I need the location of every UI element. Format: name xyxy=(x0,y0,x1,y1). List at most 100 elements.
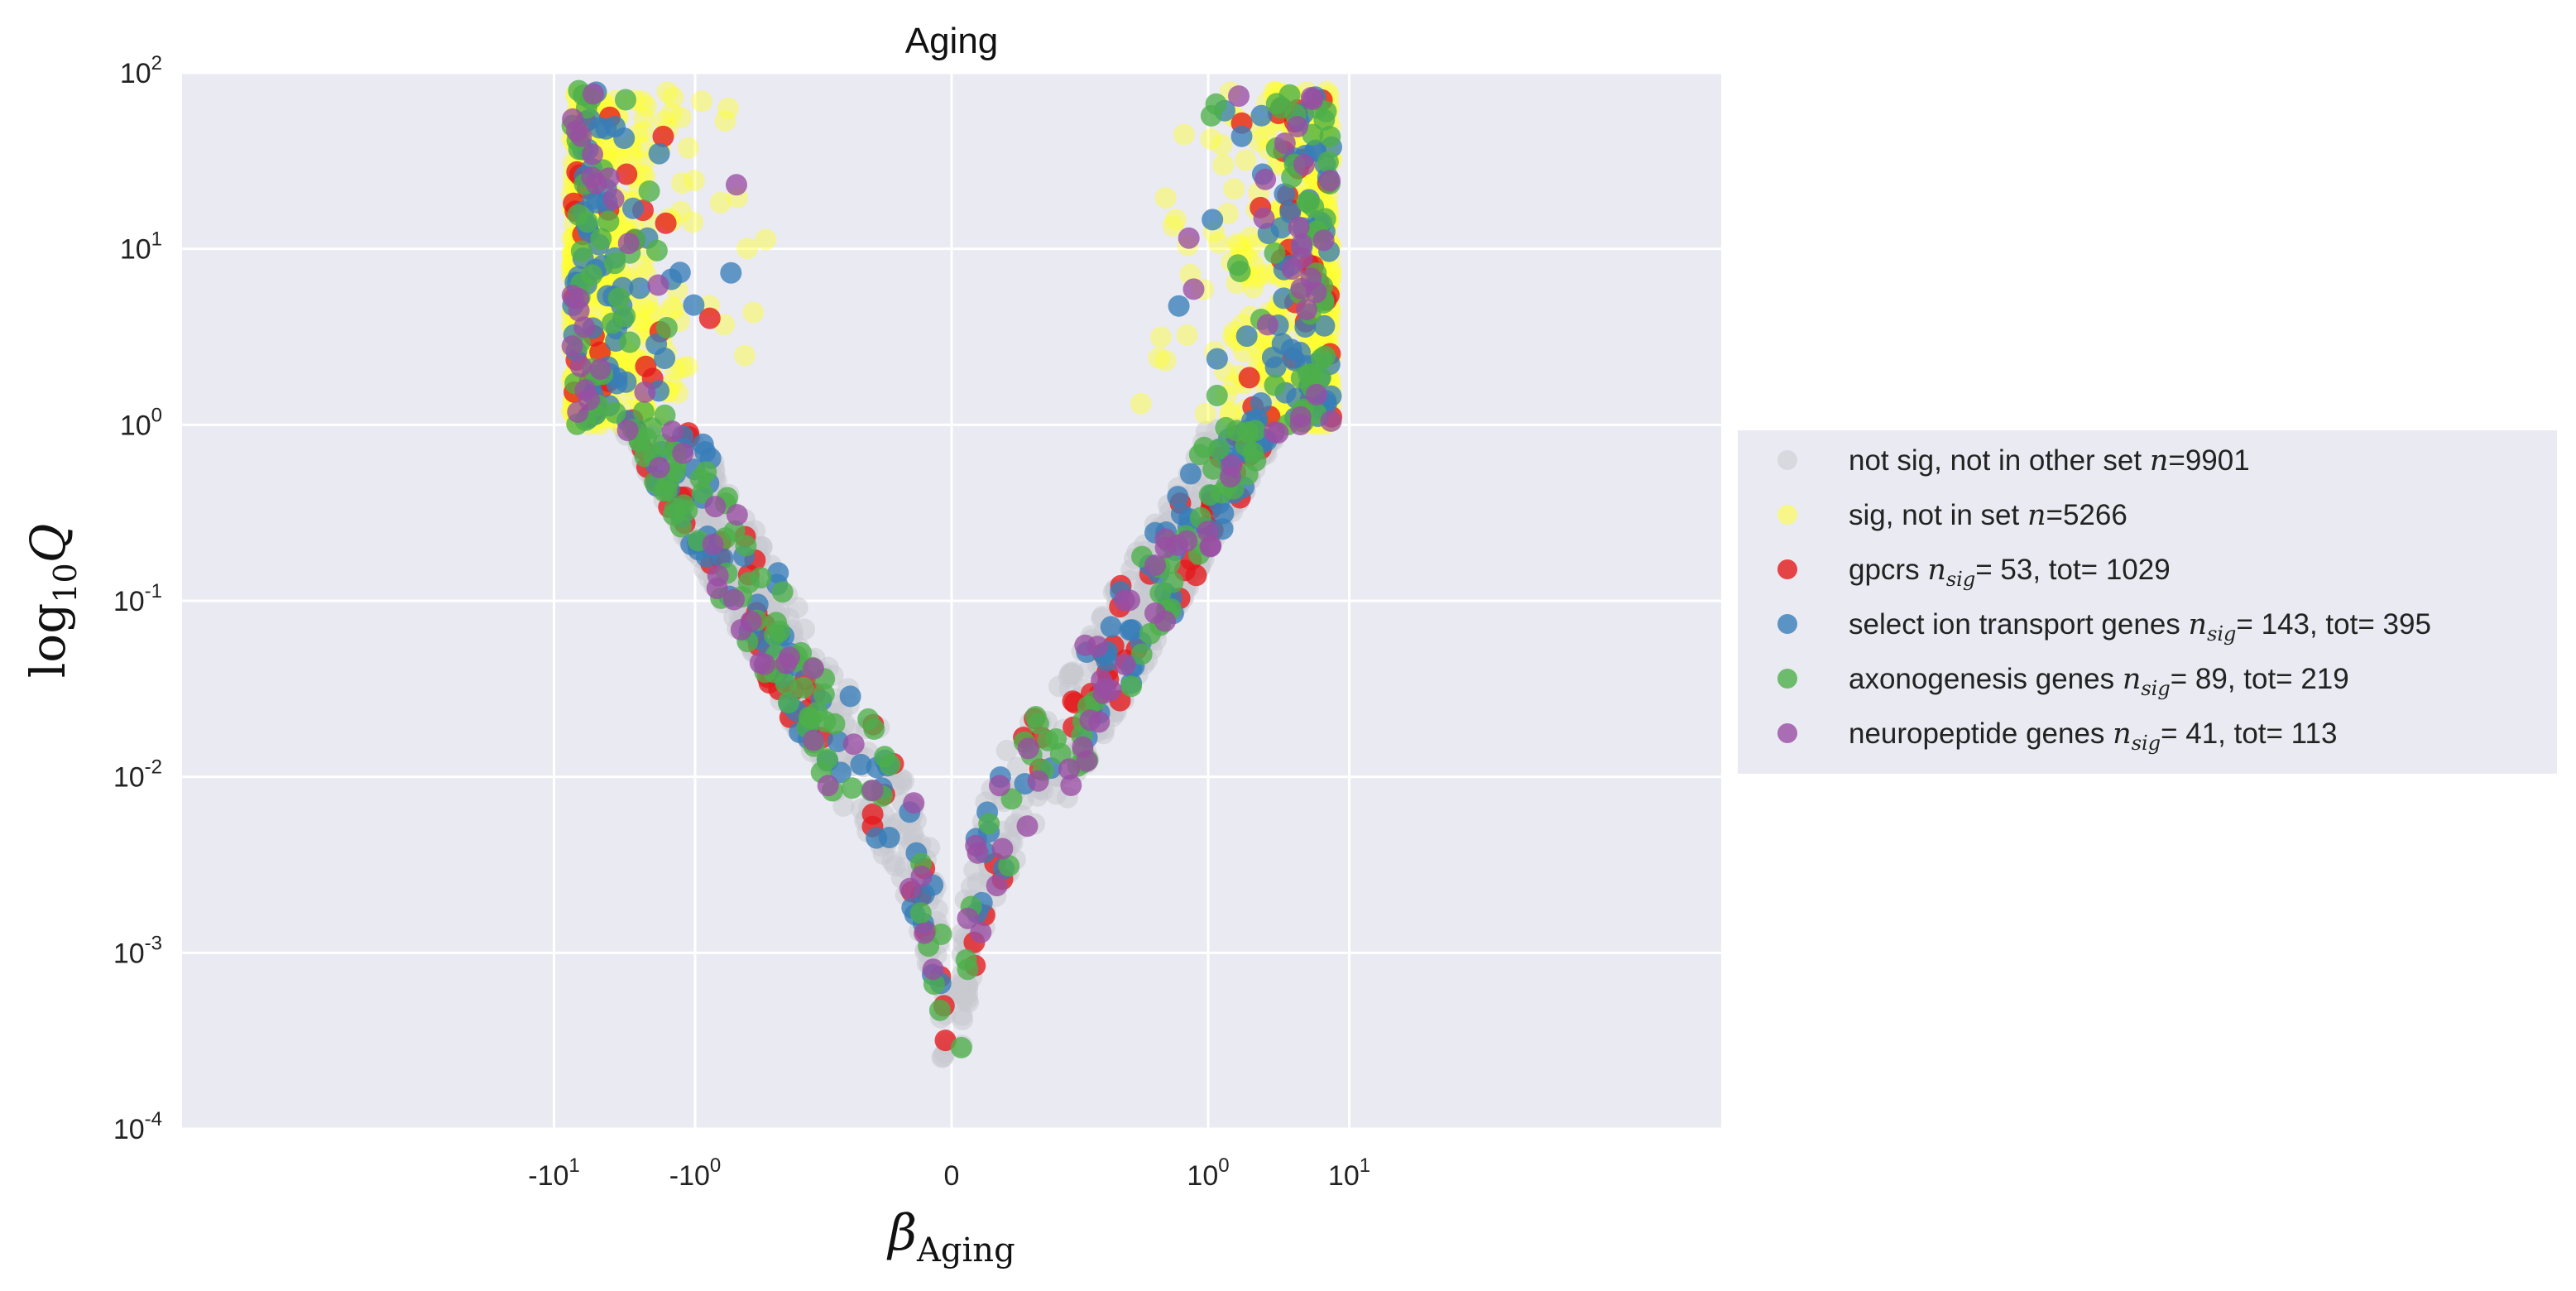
data-point xyxy=(816,748,838,770)
data-point xyxy=(1130,643,1153,665)
data-point xyxy=(583,83,604,105)
data-point xyxy=(841,777,863,799)
legend-label: neuropeptide genes nsig= 41, tot= 113 xyxy=(1849,717,2337,755)
x-tick-label: 0 xyxy=(944,1160,960,1192)
data-point xyxy=(1220,466,1241,488)
data-point xyxy=(928,999,951,1021)
data-point xyxy=(676,355,698,377)
data-point xyxy=(645,239,668,262)
data-point xyxy=(597,210,620,233)
x-tick-label: -101 xyxy=(528,1154,580,1192)
data-point xyxy=(914,922,936,944)
data-point xyxy=(832,794,855,817)
data-point xyxy=(978,813,1000,835)
data-point xyxy=(632,401,655,423)
data-point xyxy=(726,504,748,526)
data-point xyxy=(648,457,670,478)
legend-marker xyxy=(1777,614,1797,634)
data-point xyxy=(1154,187,1177,209)
data-point xyxy=(1235,149,1257,171)
data-point xyxy=(1267,422,1289,444)
data-point xyxy=(995,739,1018,761)
data-point xyxy=(647,274,669,296)
data-point xyxy=(730,619,752,641)
data-point xyxy=(965,834,987,857)
data-point xyxy=(683,294,705,316)
data-point xyxy=(1072,736,1094,758)
data-point xyxy=(1149,326,1172,348)
data-point xyxy=(1144,602,1166,624)
y-tick-label: 10-4 xyxy=(113,1108,162,1145)
data-point xyxy=(590,228,612,250)
data-point xyxy=(755,228,777,251)
data-point xyxy=(567,401,589,423)
data-point xyxy=(893,770,915,792)
legend-label: gpcrs nsig= 53, tot= 1029 xyxy=(1849,554,2171,591)
y-tick-label: 10-1 xyxy=(113,580,162,617)
data-point xyxy=(803,657,824,679)
data-point xyxy=(569,355,592,377)
data-point xyxy=(957,907,979,929)
svg-text:βAging: βAging xyxy=(886,1204,1015,1269)
data-point xyxy=(1162,571,1184,593)
data-point xyxy=(778,692,799,713)
data-point xyxy=(734,344,756,367)
legend-label: not sig, not in other set n=9901 xyxy=(1849,444,2250,478)
data-point xyxy=(634,381,656,403)
svg-text:log10Q: log10Q xyxy=(20,524,84,679)
legend-marker xyxy=(1777,450,1797,470)
data-point xyxy=(631,256,654,277)
legend-marker xyxy=(1777,559,1797,579)
data-point xyxy=(604,401,626,424)
data-point xyxy=(1079,709,1101,732)
data-point xyxy=(771,581,794,603)
data-point xyxy=(991,837,1014,860)
data-point xyxy=(1154,349,1177,372)
data-point xyxy=(1280,338,1302,361)
data-point xyxy=(671,357,693,379)
data-point xyxy=(691,90,712,113)
data-point xyxy=(669,200,692,223)
data-point xyxy=(1274,183,1296,205)
data-point xyxy=(617,233,640,255)
data-point xyxy=(934,1029,957,1052)
data-point xyxy=(695,461,717,483)
data-point xyxy=(1293,154,1315,176)
data-point xyxy=(631,136,653,158)
data-point xyxy=(607,287,630,310)
data-point xyxy=(1319,126,1341,148)
legend-marker xyxy=(1777,505,1797,525)
data-point xyxy=(823,713,846,735)
data-point xyxy=(570,240,592,262)
data-point xyxy=(661,420,684,443)
data-point xyxy=(1024,706,1047,727)
data-point xyxy=(1242,233,1264,256)
legend-label: axonogenesis genes nsig= 89, tot= 219 xyxy=(1849,663,2349,700)
data-point xyxy=(616,163,638,185)
data-point xyxy=(1314,345,1336,367)
data-point xyxy=(1314,208,1336,230)
data-point xyxy=(603,252,626,275)
y-tick-label: 101 xyxy=(120,228,162,266)
data-point xyxy=(1148,347,1170,369)
data-point xyxy=(1060,775,1082,796)
data-point xyxy=(998,855,1020,877)
legend-label: select ion transport genes nsig= 143, to… xyxy=(1849,608,2431,646)
data-point xyxy=(641,301,664,324)
y-tick-labels: 102 101 100 10-1 10-2 10-3 10-4 xyxy=(113,52,162,1145)
data-point xyxy=(669,106,692,128)
data-point xyxy=(746,593,769,616)
data-point xyxy=(1179,463,1202,485)
data-point xyxy=(1248,264,1270,286)
data-point xyxy=(698,307,721,329)
data-point xyxy=(1037,729,1059,751)
data-point xyxy=(1286,116,1308,137)
data-point xyxy=(1197,521,1219,543)
data-point xyxy=(655,317,678,338)
data-point xyxy=(1206,348,1228,370)
data-point xyxy=(1006,756,1029,779)
data-point xyxy=(764,624,786,646)
data-point xyxy=(926,899,948,921)
data-point xyxy=(672,442,694,464)
data-point xyxy=(1229,235,1250,257)
